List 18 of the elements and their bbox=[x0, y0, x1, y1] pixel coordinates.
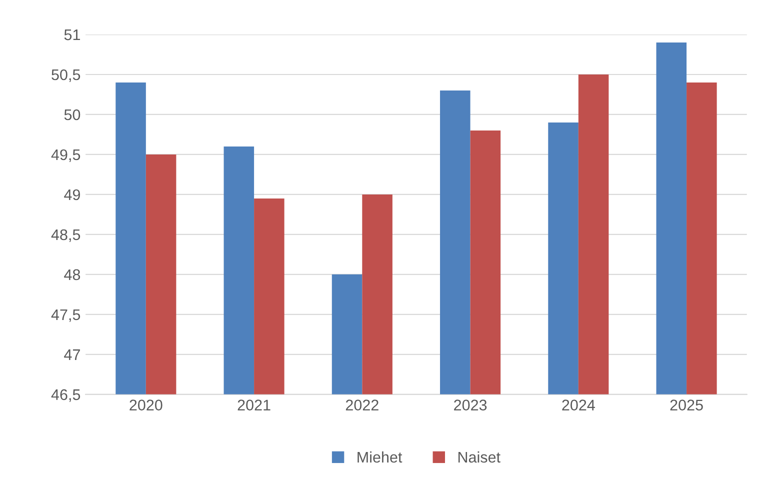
x-tick-label: 2021 bbox=[238, 400, 270, 410]
y-tick-label: 50 bbox=[64, 109, 80, 120]
y-tick-label: 49,5 bbox=[51, 149, 80, 162]
y-tick-label: 46,5 bbox=[51, 389, 80, 402]
y-tick-label: 49 bbox=[64, 189, 80, 200]
y-tick-label: 48,5 bbox=[51, 229, 80, 242]
y-tick-label: 47 bbox=[64, 349, 80, 360]
y-tick-label: 50,5 bbox=[52, 69, 80, 82]
x-tick-label: 2025 bbox=[670, 400, 703, 410]
legend-label: Miehet bbox=[358, 451, 402, 463]
legend-label: Naiset bbox=[458, 451, 500, 463]
x-tick-label: 2022 bbox=[346, 400, 378, 410]
y-tick-label: 51 bbox=[64, 30, 80, 40]
y-tick-label: 48 bbox=[64, 269, 80, 280]
y-tick-label: 47,5 bbox=[51, 309, 80, 322]
x-tick-label: 2023 bbox=[454, 400, 487, 410]
x-tick-label: 2024 bbox=[562, 400, 595, 410]
x-tick-label: 2020 bbox=[130, 400, 162, 410]
